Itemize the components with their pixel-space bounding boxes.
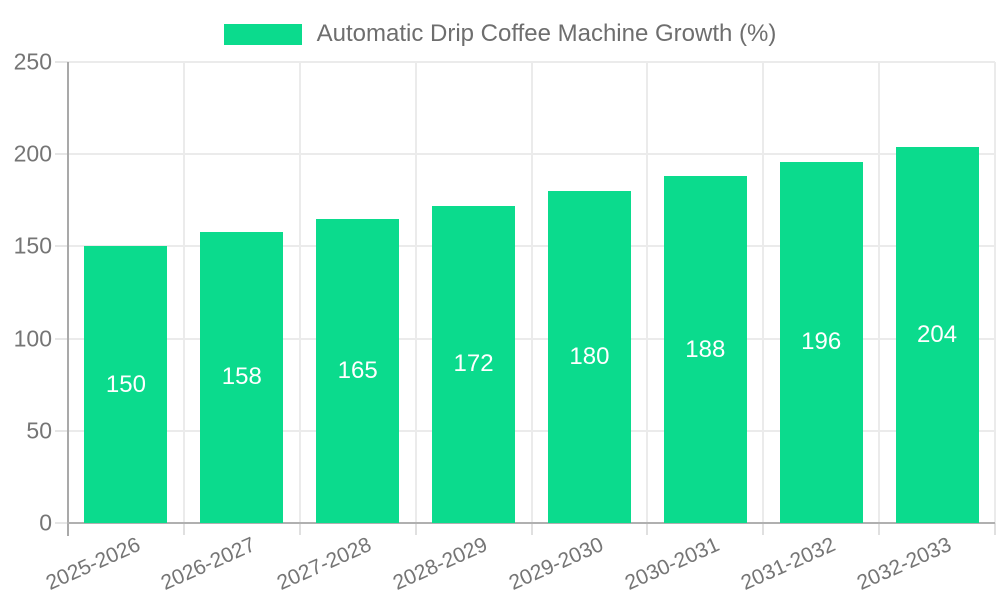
x-axis-tick — [530, 523, 533, 535]
x-tick-label: 2032-2033 — [853, 533, 955, 595]
legend-swatch — [223, 23, 302, 45]
x-tick-label: 2028-2029 — [389, 533, 491, 595]
bar-value-label: 158 — [221, 363, 262, 391]
x-tick-label: 2025-2026 — [42, 533, 144, 595]
bar: 150 — [84, 246, 168, 523]
y-axis-tick — [55, 153, 68, 156]
y-tick-label: 0 — [39, 509, 52, 536]
y-axis-tick — [55, 337, 68, 340]
x-tick-label: 2029-2030 — [505, 533, 607, 595]
bar: 204 — [895, 146, 979, 523]
bar-value-label: 204 — [917, 320, 958, 348]
x-tick-label: 2027-2028 — [273, 533, 376, 595]
bar: 196 — [779, 161, 863, 523]
bar: 172 — [432, 205, 516, 523]
v-gridline — [182, 62, 185, 523]
x-axis-tick — [878, 523, 881, 535]
v-gridline — [530, 62, 533, 523]
legend: Automatic Drip Coffee Machine Growth (%) — [0, 20, 1000, 48]
bar-value-label: 188 — [685, 335, 726, 363]
bar-value-label: 150 — [105, 370, 146, 398]
y-axis-tick — [55, 245, 68, 248]
y-tick-label: 100 — [13, 325, 52, 352]
y-tick-label: 250 — [13, 48, 52, 75]
x-axis-tick — [646, 523, 649, 535]
bar-value-label: 196 — [801, 328, 842, 356]
bar-value-label: 180 — [569, 343, 610, 371]
bar: 180 — [547, 191, 631, 523]
bar: 188 — [663, 176, 747, 523]
x-tick-label: 2026-2027 — [158, 533, 260, 595]
y-tick-label: 50 — [26, 417, 52, 444]
x-axis-tick — [182, 523, 185, 535]
v-gridline — [878, 62, 881, 523]
x-tick-label: 2031-2032 — [737, 533, 839, 595]
y-axis-line — [67, 62, 69, 536]
x-axis-line — [67, 522, 995, 524]
y-tick-label: 200 — [13, 140, 52, 167]
v-gridline — [298, 62, 301, 523]
legend-label: Automatic Drip Coffee Machine Growth (%) — [316, 20, 777, 47]
v-gridline — [646, 62, 649, 523]
x-axis-tick — [994, 523, 996, 535]
y-tick-label: 150 — [13, 232, 52, 259]
x-axis-tick — [298, 523, 301, 535]
bar: 165 — [316, 218, 400, 523]
y-axis-tick — [55, 61, 68, 63]
x-axis-tick — [414, 523, 417, 535]
x-tick-label: 2030-2031 — [621, 533, 723, 595]
v-gridline — [762, 62, 765, 523]
y-axis-tick — [55, 522, 68, 524]
y-axis-tick — [55, 429, 68, 432]
x-axis-tick — [762, 523, 765, 535]
bar-value-label: 165 — [337, 356, 378, 384]
v-gridline — [414, 62, 417, 523]
v-gridline — [994, 62, 996, 523]
bar-value-label: 172 — [453, 350, 494, 378]
bar: 158 — [200, 231, 284, 523]
